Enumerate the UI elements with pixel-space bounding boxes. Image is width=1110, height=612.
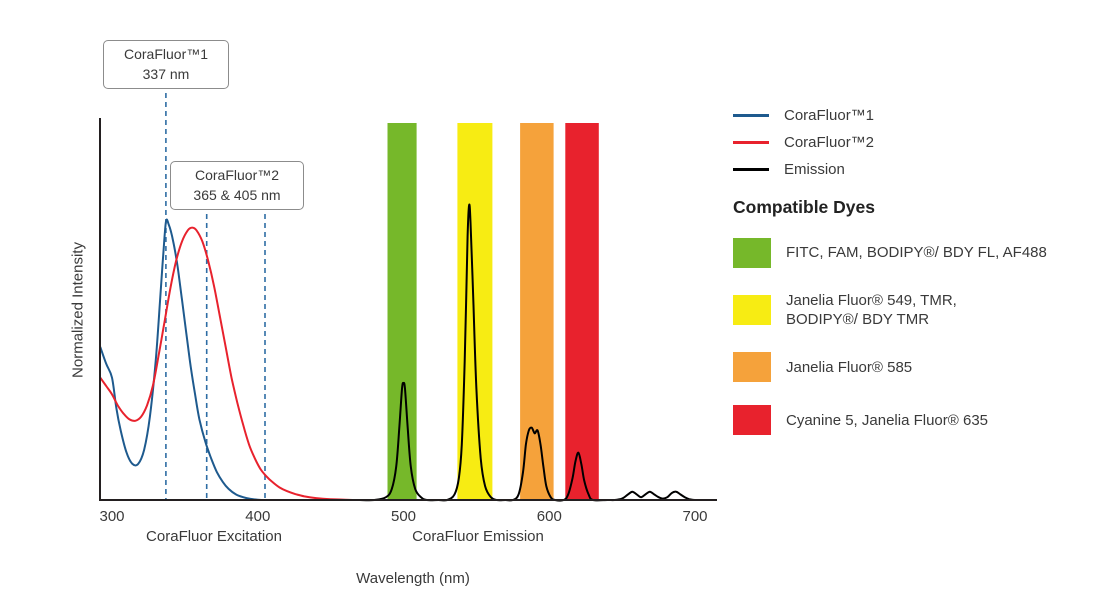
corafluor2-line-swatch [733,140,769,144]
legend: CoraFluor™1 CoraFluor™2 Emission [733,106,1105,178]
legend-item-emission: Emission [733,160,1105,178]
yellow-filter-band [457,123,493,499]
legend-item-corafluor2: CoraFluor™2 [733,133,1105,151]
annotation-corafluor2-name: CoraFluor™2 [194,167,280,183]
orange-filter-band [520,123,554,499]
dye-item-orange: Janelia Fluor® 585 [733,352,1105,383]
annotation-corafluor1: CoraFluor™1 337 nm [103,40,229,90]
excitation-section-label: CoraFluor Excitation [146,528,282,545]
x-tick-700: 700 [682,508,707,525]
x-tick-400: 400 [245,508,270,525]
red-filter-band [565,123,599,499]
axes [99,118,717,501]
legend-label: Emission [784,160,845,178]
emission-line-swatch [733,167,769,171]
curve-emission [358,203,696,502]
green-dye-swatch [733,238,771,268]
dye-label: FITC, FAM, BODIPY®/ BDY FL, AF488 [786,244,1047,262]
x-tick-500: 500 [391,508,416,525]
legend-item-corafluor1: CoraFluor™1 [733,106,1105,124]
yellow-dye-swatch [733,295,771,326]
legend-label: CoraFluor™2 [784,133,875,151]
side-panel: CoraFluor™1 CoraFluor™2 Emission Compati… [733,107,1105,458]
curve-corafluor-1 [99,218,266,501]
x-axis-label: Wavelength (nm) [356,570,470,587]
dye-item-yellow: Janelia Fluor® 549, TMR, BODIPY®/ BDY TM… [733,291,1105,329]
annotation-corafluor1-wavelength: 337 nm [142,65,190,82]
green-filter-band [387,123,417,499]
dye-item-red: Cyanine 5, Janelia Fluor® 635 [733,405,1105,436]
red-dye-swatch [733,405,771,436]
y-axis-label: Normalized Intensity [69,242,87,378]
legend-label: CoraFluor™1 [784,106,875,124]
spectra-plot: 300 400 500 600 700 [99,84,717,525]
dye-label: Cyanine 5, Janelia Fluor® 635 [786,411,989,429]
compatible-dyes-list: FITC, FAM, BODIPY®/ BDY FL, AF488 Janeli… [733,238,1105,436]
compatible-dyes-title: Compatible Dyes [733,197,875,217]
curve-corafluor-2 [99,226,361,501]
dye-label: Janelia Fluor® 585 [786,358,913,376]
emission-section-label: CoraFluor Emission [412,528,544,545]
filter-bands [387,123,599,499]
x-tick-labels: 300 400 500 600 700 [99,508,707,525]
x-tick-300: 300 [99,508,124,525]
annotation-corafluor2: CoraFluor™2 365 & 405 nm [170,161,304,211]
dye-item-green: FITC, FAM, BODIPY®/ BDY FL, AF488 [733,238,1105,268]
annotation-corafluor1-name: CoraFluor™1 [123,46,209,62]
annotation-corafluor2-wavelength: 365 & 405 nm [193,186,281,203]
spectra-curves [99,203,696,502]
x-tick-600: 600 [537,508,562,525]
orange-dye-swatch [733,352,771,383]
dye-label: Janelia Fluor® 549, TMR, BODIPY®/ BDY TM… [786,292,957,329]
corafluor1-line-swatch [733,113,769,117]
